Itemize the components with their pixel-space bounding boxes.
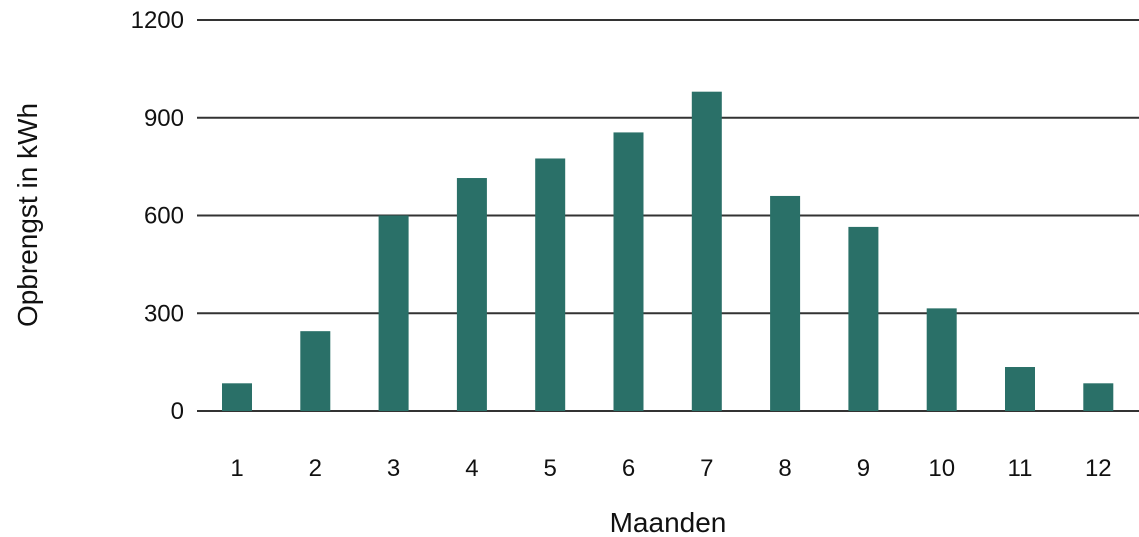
- x-tick-label: 4: [465, 455, 478, 482]
- bar-month-3: [378, 215, 409, 411]
- bar-month-12: [1083, 383, 1114, 411]
- bar-month-11: [1005, 367, 1035, 411]
- x-tick-label: 7: [700, 455, 713, 482]
- bar-month-5: [535, 158, 566, 411]
- y-tick-label: 300: [144, 300, 184, 327]
- x-tick-label: 8: [778, 455, 791, 482]
- x-tick-label: 11: [1008, 455, 1033, 482]
- y-axis-title: Opbrengst in kWh: [12, 103, 43, 327]
- x-tick-label: 12: [1085, 455, 1112, 482]
- y-tick-label: 1200: [131, 7, 184, 34]
- x-tick-label: 1: [230, 455, 243, 482]
- x-tick-label: 6: [622, 455, 635, 482]
- bar-month-8: [770, 195, 801, 411]
- bar-month-6: [613, 132, 644, 411]
- bar-month-10: [926, 308, 957, 411]
- x-tick-label: 3: [387, 455, 400, 482]
- bar-month-2: [300, 331, 331, 411]
- x-tick-label: 9: [857, 455, 870, 482]
- y-tick-label: 900: [144, 105, 184, 132]
- x-axis-title: Maanden: [610, 507, 727, 537]
- x-axis-tick-labels: 1 2 3 4 5 6 7 8 9 10 11 12: [230, 455, 1111, 482]
- x-tick-label: 10: [928, 455, 955, 482]
- gridlines: [197, 19, 1139, 412]
- x-tick-label: 5: [544, 455, 557, 482]
- y-tick-label: 0: [171, 398, 184, 425]
- bars: [222, 91, 1114, 411]
- y-tick-label: 600: [144, 203, 184, 230]
- y-axis-tick-labels: 0 300 600 900 1200: [131, 7, 184, 425]
- bar-month-1: [222, 383, 252, 411]
- bar-month-4: [456, 178, 487, 411]
- bar-month-7: [691, 91, 722, 411]
- bar-month-9: [848, 226, 879, 411]
- x-tick-label: 2: [309, 455, 322, 482]
